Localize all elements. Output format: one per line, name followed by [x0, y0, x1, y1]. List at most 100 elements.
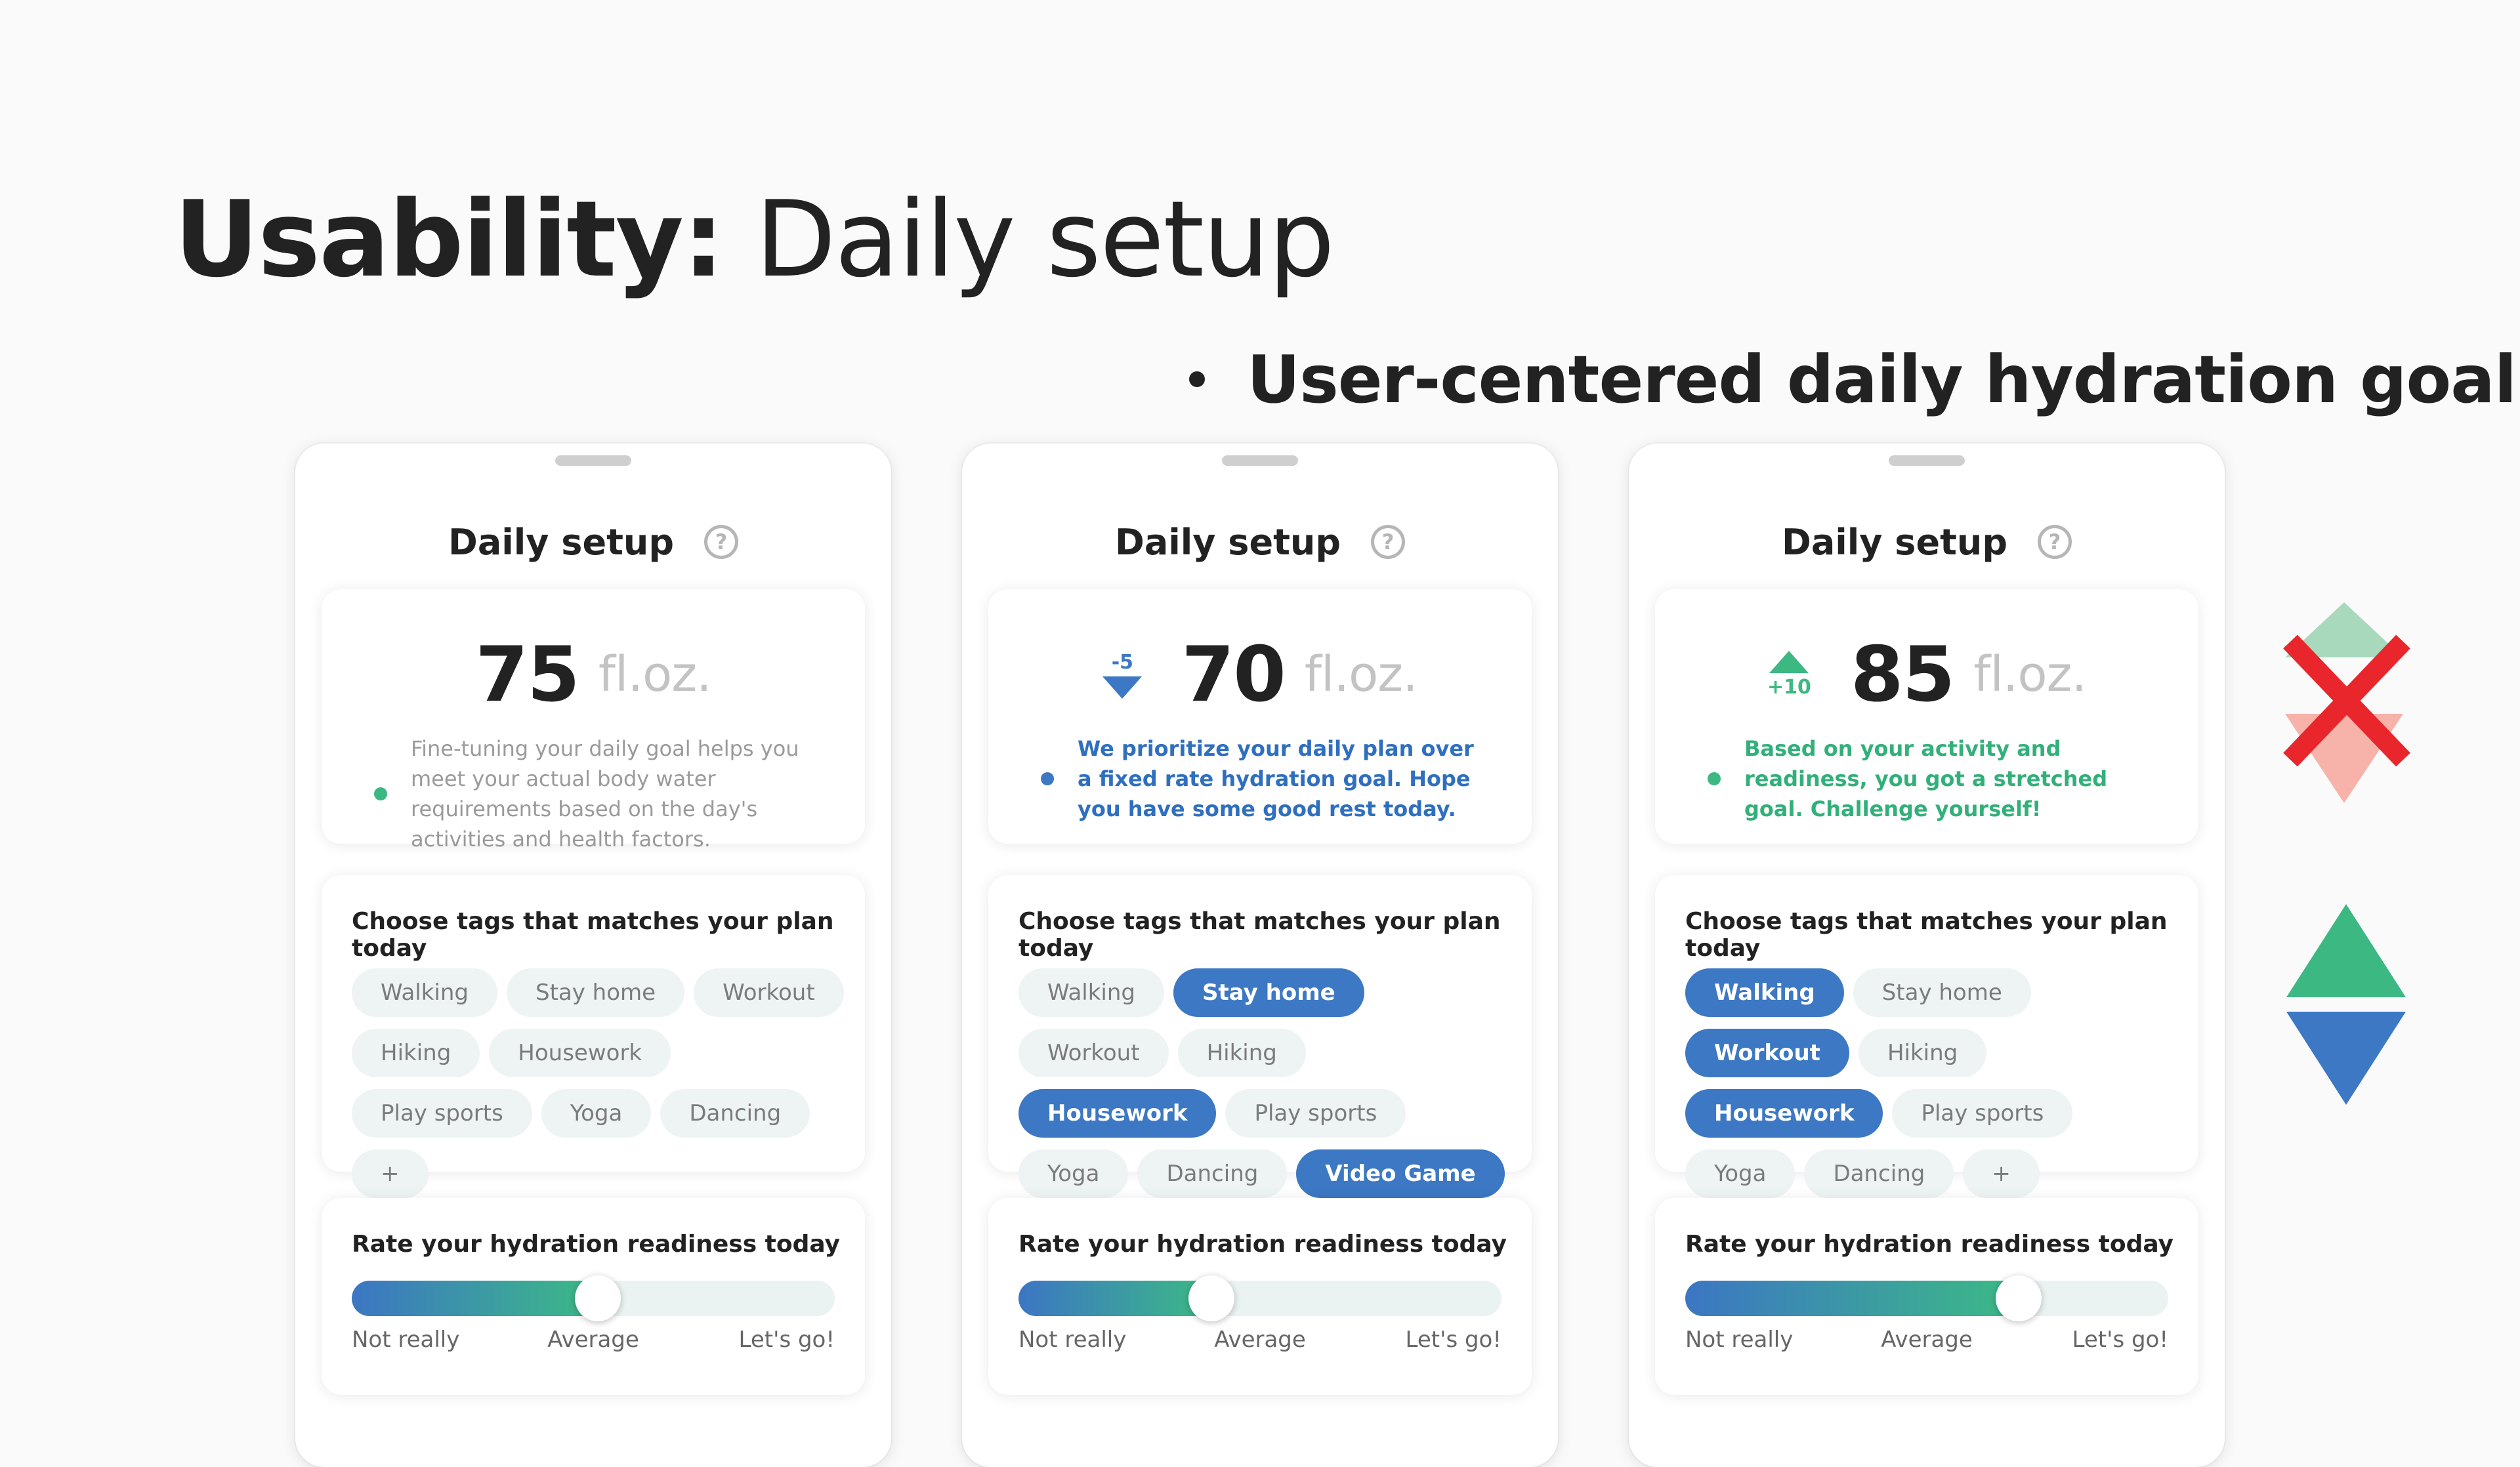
scale-label-high: Let's go! [2072, 1327, 2168, 1353]
goal-card: +10 85 fl.oz. Based on your activity and… [1655, 589, 2198, 844]
slide-bullet: User-centered daily hydration goal [1189, 341, 2517, 418]
tag-play-sports[interactable]: Play sports [1225, 1089, 1406, 1138]
tag-walking[interactable]: Walking [352, 968, 497, 1017]
readiness-card: Rate your hydration readiness today Not … [988, 1198, 1532, 1395]
goal-delta: -5 [1102, 651, 1143, 699]
slide-title-regular: Daily setup [723, 178, 1335, 300]
tag-play-sports[interactable]: Play sports [1892, 1089, 2073, 1138]
status-dot-icon [1041, 772, 1054, 785]
x-stroke-2 [2283, 634, 2410, 767]
goal-unit: fl.oz. [1304, 646, 1418, 703]
tag-video-game[interactable]: Video Game [1296, 1149, 1505, 1198]
readiness-slider[interactable] [352, 1275, 835, 1321]
goal-card: -5 70 fl.oz. We prioritize your daily pl… [988, 589, 1532, 844]
question-circle-icon[interactable]: ? [1370, 525, 1405, 559]
tag-workout[interactable]: Workout [1685, 1029, 1849, 1077]
phone-decreased: Daily setup ? -5 70 fl.oz. We prioritize… [962, 444, 1558, 1467]
tag-hiking[interactable]: Hiking [1858, 1029, 1987, 1077]
slide-title-bold: Usability: [174, 178, 724, 300]
goal-delta-text: +10 [1767, 675, 1811, 699]
tag-workout[interactable]: Workout [694, 968, 844, 1017]
tag-dancing[interactable]: Dancing [1804, 1149, 1954, 1198]
question-circle-icon[interactable]: ? [2037, 525, 2072, 559]
scale-label-low: Not really [352, 1327, 460, 1353]
arrow-down-icon [1102, 676, 1143, 699]
tag-yoga[interactable]: Yoga [1018, 1149, 1129, 1198]
status-dot-icon [1708, 772, 1721, 785]
goal-value: 85 [1850, 630, 1955, 719]
drag-handle[interactable] [1889, 455, 1965, 466]
readiness-card: Rate your hydration readiness today Not … [1655, 1198, 2198, 1395]
green-up-triangle-icon [2286, 904, 2406, 997]
readiness-slider-thumb[interactable] [1995, 1275, 2042, 1321]
phone-default: Daily setup ? 75 fl.oz. Fine-tuning your… [295, 444, 891, 1467]
up-down-triangles-icon [2286, 904, 2406, 1105]
goal-row: -5 70 fl.oz. [988, 629, 1532, 720]
goal-note: Based on your activity and readiness, yo… [1708, 734, 2146, 824]
tag-hiking[interactable]: Hiking [352, 1029, 480, 1077]
blue-down-triangle-icon [2286, 1012, 2406, 1105]
goal-delta: +10 [1767, 650, 1811, 699]
readiness-title: Rate your hydration readiness today [352, 1231, 841, 1258]
readiness-title: Rate your hydration readiness today [1685, 1231, 2174, 1258]
goal-row: 75 fl.oz. [322, 629, 865, 720]
tags-title: Choose tags that matches your plan today [1018, 908, 1501, 962]
readiness-slider-fill [1018, 1281, 1212, 1316]
tag-housework[interactable]: Housework [489, 1029, 671, 1077]
tag-yoga[interactable]: Yoga [1685, 1149, 1796, 1198]
tag-workout[interactable]: Workout [1018, 1029, 1169, 1077]
tag-walking[interactable]: Walking [1018, 968, 1164, 1017]
goal-note: Fine-tuning your daily goal helps you me… [374, 734, 812, 854]
tag-dancing[interactable]: Dancing [660, 1089, 810, 1138]
screen-header: Daily setup ? [1629, 509, 2225, 575]
tag-dancing[interactable]: Dancing [1137, 1149, 1288, 1198]
tag-list: Walking Stay home Workout Hiking Housewo… [352, 968, 845, 1198]
scale-label-mid: Average [1881, 1327, 1973, 1353]
screen-title: Daily setup [1782, 521, 2007, 563]
phone-increased: Daily setup ? +10 85 fl.oz. Based on you… [1629, 444, 2225, 1467]
tag-stay-home[interactable]: Stay home [507, 968, 685, 1017]
add-tag-button[interactable]: + [1963, 1149, 2040, 1198]
readiness-title: Rate your hydration readiness today [1018, 1231, 1507, 1258]
tag-walking[interactable]: Walking [1685, 968, 1844, 1017]
readiness-slider[interactable] [1685, 1275, 2168, 1321]
tags-card: Choose tags that matches your plan today… [322, 875, 865, 1198]
red-x-icon [2283, 602, 2410, 803]
readiness-scale: Not really Average Let's go! [1018, 1327, 1502, 1355]
goal-note: We prioritize your daily plan over a fix… [1041, 734, 1479, 824]
screen-title: Daily setup [1115, 521, 1341, 563]
add-tag-button[interactable]: + [352, 1149, 429, 1198]
readiness-card: Rate your hydration readiness today Not … [322, 1198, 865, 1395]
tags-card: Choose tags that matches your plan today… [988, 875, 1532, 1198]
tag-stay-home[interactable]: Stay home [1173, 968, 1364, 1017]
tag-housework[interactable]: Housework [1018, 1089, 1217, 1138]
readiness-slider-fill [352, 1281, 598, 1316]
status-dot-icon [374, 787, 387, 800]
readiness-slider[interactable] [1018, 1275, 1502, 1321]
scale-label-low: Not really [1018, 1327, 1127, 1353]
tag-list: Walking Stay home Workout Hiking Housewo… [1685, 968, 2179, 1198]
tags-title: Choose tags that matches your plan today [1685, 908, 2168, 962]
readiness-scale: Not really Average Let's go! [352, 1327, 835, 1355]
drag-handle[interactable] [1222, 455, 1298, 466]
tags-title: Choose tags that matches your plan today [352, 908, 834, 962]
tag-play-sports[interactable]: Play sports [352, 1089, 532, 1138]
goal-row: +10 85 fl.oz. [1655, 629, 2198, 720]
tag-list: Walking Stay home Workout Hiking Housewo… [1018, 968, 1512, 1198]
tag-hiking[interactable]: Hiking [1177, 1029, 1306, 1077]
slide-title: Usability: Daily setup [174, 187, 1335, 292]
tags-card: Choose tags that matches your plan today… [1655, 875, 2198, 1198]
readiness-slider-thumb[interactable] [1188, 1275, 1235, 1321]
tag-stay-home[interactable]: Stay home [1853, 968, 2031, 1017]
goal-value: 75 [475, 630, 579, 719]
tag-housework[interactable]: Housework [1685, 1089, 1883, 1138]
goal-value: 70 [1181, 630, 1286, 719]
scale-label-mid: Average [547, 1327, 639, 1353]
drag-handle[interactable] [555, 455, 631, 466]
tag-yoga[interactable]: Yoga [541, 1089, 652, 1138]
goal-unit: fl.oz. [598, 646, 712, 703]
readiness-scale: Not really Average Let's go! [1685, 1327, 2168, 1355]
readiness-slider-fill [1685, 1281, 2019, 1316]
question-circle-icon[interactable]: ? [704, 525, 738, 559]
readiness-slider-thumb[interactable] [575, 1275, 621, 1321]
